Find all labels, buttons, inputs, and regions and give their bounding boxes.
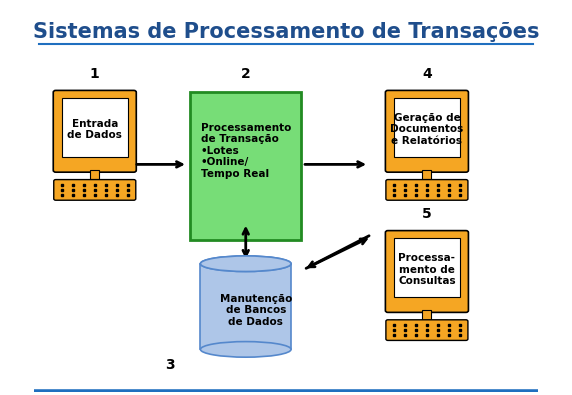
Text: Geração de
Documentos
e Relatórios: Geração de Documentos e Relatórios — [390, 113, 463, 146]
FancyBboxPatch shape — [190, 92, 301, 240]
Text: Manutenção
de Bancos
de Dados: Manutenção de Bancos de Dados — [220, 294, 292, 327]
FancyBboxPatch shape — [386, 90, 468, 172]
FancyBboxPatch shape — [53, 90, 136, 172]
Text: Sistemas de Processamento de Transações: Sistemas de Processamento de Transações — [33, 22, 539, 42]
FancyBboxPatch shape — [394, 239, 460, 297]
FancyBboxPatch shape — [62, 98, 128, 156]
Bar — [90, 170, 100, 181]
Text: 4: 4 — [422, 67, 432, 81]
Ellipse shape — [200, 256, 291, 271]
FancyBboxPatch shape — [386, 180, 468, 200]
Ellipse shape — [200, 256, 291, 271]
Text: 2: 2 — [241, 67, 251, 81]
Text: Processa-
mento de
Consultas: Processa- mento de Consultas — [398, 253, 456, 286]
Bar — [422, 310, 431, 322]
Ellipse shape — [200, 342, 291, 357]
Text: Entrada
de Dados: Entrada de Dados — [67, 118, 122, 140]
Bar — [422, 170, 431, 181]
Text: Processamento
de Transação
•Lotes
•Online/
Tempo Real: Processamento de Transação •Lotes •Onlin… — [201, 122, 291, 179]
Text: 5: 5 — [422, 207, 432, 221]
Text: 1: 1 — [90, 67, 100, 81]
Bar — [200, 264, 291, 350]
Text: 3: 3 — [165, 358, 175, 372]
FancyBboxPatch shape — [386, 231, 468, 312]
FancyBboxPatch shape — [386, 320, 468, 340]
FancyBboxPatch shape — [394, 98, 460, 156]
FancyBboxPatch shape — [54, 180, 136, 200]
